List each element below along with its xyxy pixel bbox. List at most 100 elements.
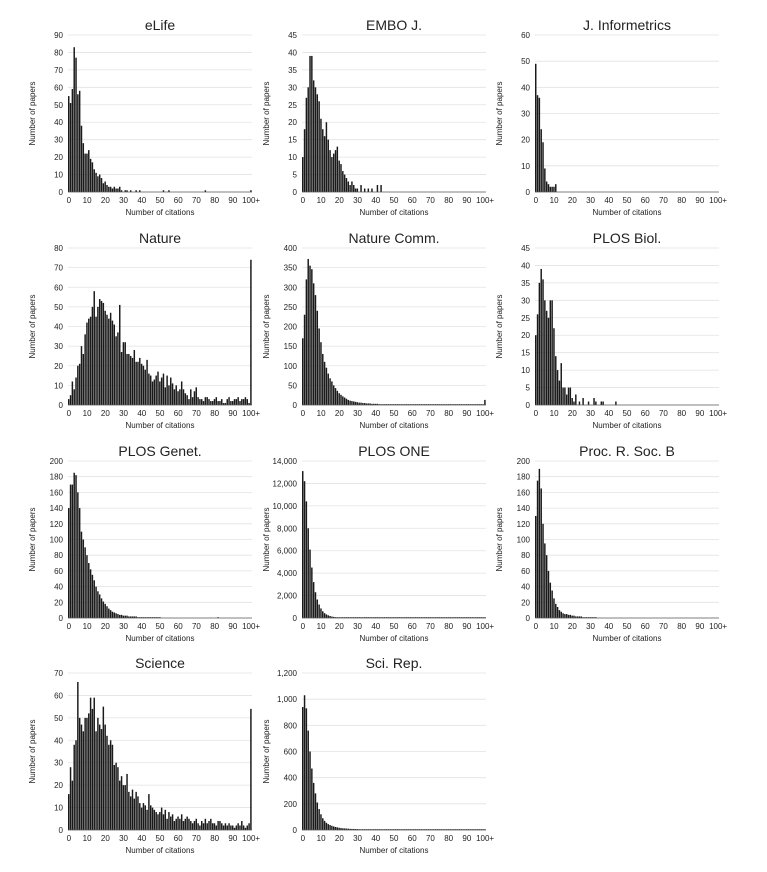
bar xyxy=(549,300,552,405)
bar xyxy=(338,393,340,406)
bar xyxy=(312,782,315,830)
bar xyxy=(565,614,568,619)
x-tick-label: 50 xyxy=(156,196,165,205)
bar xyxy=(113,764,116,830)
bar xyxy=(133,350,136,405)
y-tick-label: 20 xyxy=(54,362,63,371)
bar xyxy=(155,375,157,405)
bar xyxy=(93,580,95,618)
y-tick-label: 0 xyxy=(526,401,531,410)
bar xyxy=(69,767,72,830)
bar xyxy=(580,616,583,618)
y-tick-label: 15 xyxy=(521,349,530,358)
bar xyxy=(380,185,382,192)
bar xyxy=(327,615,329,618)
bar xyxy=(560,611,562,618)
y-tick-label: 1,000 xyxy=(277,695,298,704)
x-tick-label: 10 xyxy=(550,622,559,631)
bar xyxy=(226,399,228,405)
bar xyxy=(536,480,539,619)
x-tick-label: 40 xyxy=(137,409,146,418)
bar xyxy=(100,598,103,619)
y-tick-label: 30 xyxy=(54,136,63,145)
bar xyxy=(555,184,557,192)
bar xyxy=(193,391,196,405)
y-tick-label: 60 xyxy=(54,567,63,576)
bar xyxy=(367,188,370,192)
y-tick-label: 350 xyxy=(284,264,298,273)
bar xyxy=(153,379,156,405)
bar xyxy=(575,616,577,618)
bar xyxy=(322,353,324,405)
x-tick-label: 40 xyxy=(604,409,613,418)
bar xyxy=(235,399,238,405)
bar xyxy=(555,603,557,618)
bar xyxy=(177,816,179,830)
y-tick-label: 4,000 xyxy=(277,569,298,578)
x-tick-label: 100+ xyxy=(242,622,260,631)
bar xyxy=(104,181,106,192)
bar xyxy=(224,403,227,405)
bar xyxy=(102,183,105,192)
bar xyxy=(82,539,85,618)
bar xyxy=(318,604,320,618)
bar xyxy=(365,403,368,405)
bar xyxy=(86,717,88,830)
chart-title: PLOS ONE xyxy=(358,443,430,459)
bar xyxy=(204,397,207,405)
chart-title: eLife xyxy=(145,17,176,33)
x-tick-label: 20 xyxy=(335,196,344,205)
y-tick-label: 10 xyxy=(521,366,530,375)
bar xyxy=(108,744,110,830)
bar xyxy=(164,809,167,830)
bar xyxy=(600,401,603,405)
x-axis-label: Number of citations xyxy=(126,634,195,643)
bar xyxy=(363,188,366,192)
y-tick-label: 0 xyxy=(293,401,298,410)
bar xyxy=(323,361,326,405)
x-tick-label: 90 xyxy=(695,196,704,205)
x-tick-label: 100+ xyxy=(242,196,260,205)
bar xyxy=(188,399,190,405)
bar xyxy=(89,569,92,618)
chart-title: PLOS Biol. xyxy=(593,230,661,246)
bar xyxy=(149,805,152,830)
x-tick-label: 100+ xyxy=(476,409,494,418)
bar xyxy=(314,295,317,405)
bar xyxy=(484,399,486,405)
bar xyxy=(222,403,225,405)
bar xyxy=(329,378,331,405)
bar xyxy=(170,816,172,830)
y-tick-label: 25 xyxy=(288,101,297,110)
bar xyxy=(569,387,572,405)
x-tick-label: 100+ xyxy=(476,196,494,205)
bar xyxy=(180,381,183,405)
y-tick-label: 45 xyxy=(288,31,297,40)
y-tick-label: 70 xyxy=(54,264,63,273)
bar xyxy=(113,186,116,192)
bar xyxy=(135,791,137,830)
y-tick-label: 60 xyxy=(54,691,63,700)
y-tick-label: 12,000 xyxy=(273,479,298,488)
bar xyxy=(547,184,550,192)
x-tick-label: 10 xyxy=(317,196,326,205)
x-tick-label: 60 xyxy=(408,834,417,843)
bar xyxy=(129,796,132,830)
x-tick-label: 50 xyxy=(390,196,399,205)
bar xyxy=(149,375,152,405)
bar xyxy=(347,399,350,405)
bar xyxy=(68,399,70,405)
y-tick-label: 200 xyxy=(50,457,64,466)
x-tick-label: 40 xyxy=(371,409,380,418)
bar xyxy=(84,717,86,830)
bar xyxy=(228,823,230,830)
y-tick-label: 10 xyxy=(521,162,530,171)
bar xyxy=(305,279,308,405)
y-tick-label: 150 xyxy=(284,342,298,351)
bar xyxy=(237,397,239,405)
bar xyxy=(553,328,555,405)
x-axis-label: Number of citations xyxy=(593,421,662,430)
bar xyxy=(139,357,141,405)
bar xyxy=(323,613,326,618)
bar xyxy=(347,828,350,830)
